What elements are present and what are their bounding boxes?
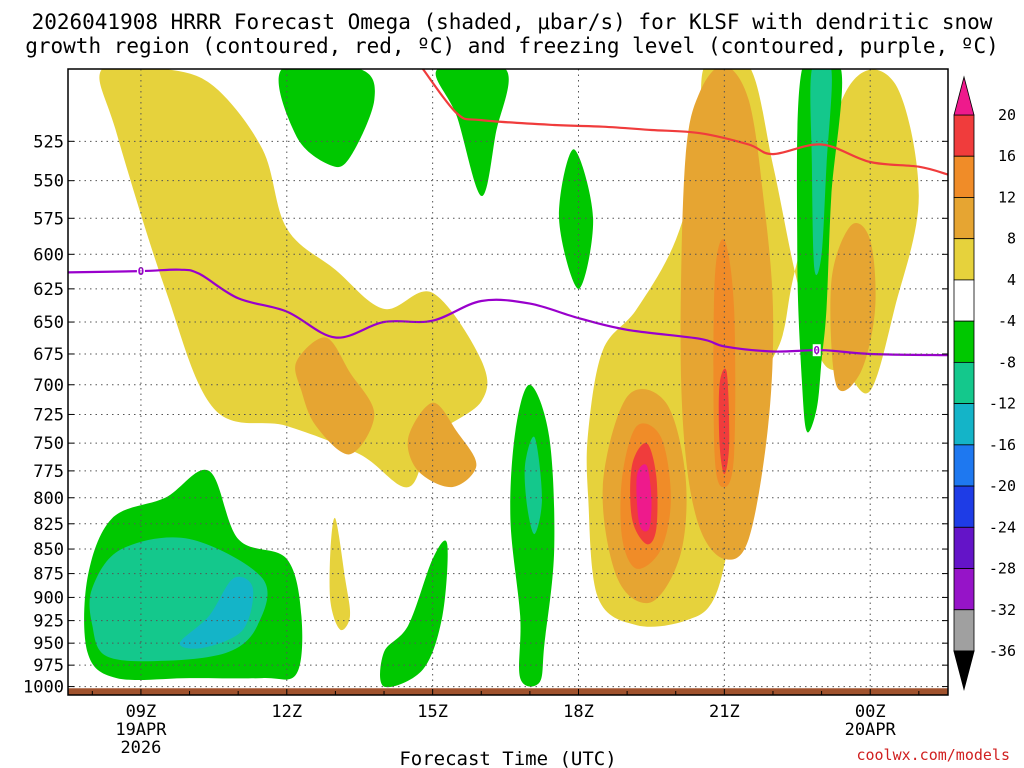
omega-region-pos10-4 <box>407 402 477 488</box>
omega-region-neg6-15 <box>510 384 555 687</box>
colorbar-bin-8 <box>953 444 975 487</box>
colorbar-label-2: 12 <box>998 188 1016 206</box>
colorbar-bin-11 <box>953 568 975 611</box>
omega-region-pos10-3 <box>295 337 375 455</box>
omega-region-pos6-0 <box>99 69 488 488</box>
omega-region-neg10-22 <box>810 69 832 275</box>
omega-region-neg10-21 <box>524 436 542 535</box>
y-tick-label-1000: 1000 <box>23 678 64 698</box>
x-tick-label-0-2: 2026 <box>120 738 161 758</box>
colorbar-bin-1 <box>953 155 975 198</box>
omega-region-pos6-1 <box>329 517 351 631</box>
freezing-level-label-bg-0 <box>136 265 145 278</box>
omega-region-neg6-18 <box>558 149 594 289</box>
omega-region-neg14-23 <box>179 576 254 649</box>
y-tick-label-950: 950 <box>33 634 64 654</box>
colorbar-bin-6 <box>953 361 975 405</box>
colorbar-label-13: -36 <box>989 642 1016 660</box>
y-tick-label-750: 750 <box>33 434 64 454</box>
x-tick-label-0-1: 19APR <box>115 720 167 740</box>
y-tick-label-900: 900 <box>33 588 64 608</box>
colorbar-under-triangle <box>953 650 975 691</box>
colorbar-over-triangle <box>953 75 975 116</box>
x-tick-label-2-0: 15Z <box>417 702 448 722</box>
colorbar-label-9: -20 <box>989 477 1016 495</box>
y-tick-label-725: 725 <box>33 405 64 425</box>
colorbar-bin-3 <box>953 238 975 281</box>
colorbar-label-0: 20 <box>998 106 1016 124</box>
colorbar-label-12: -32 <box>989 601 1016 619</box>
colorbar-bin-7 <box>953 403 975 446</box>
colorbar-label-4: 4 <box>1007 271 1016 289</box>
y-tick-label-525: 525 <box>33 132 64 152</box>
axes: 525 550 575 600 625 650 675 700 725 750 775 800 825 8… <box>23 68 949 758</box>
y-tick-label-975: 975 <box>33 656 64 676</box>
chart-title-line-2: growth region (contoured, red, ºC) and f… <box>25 34 999 58</box>
x-tick-label-0-0: 09Z <box>126 702 157 722</box>
colorbar-label-1: 16 <box>998 147 1016 165</box>
colorbar-label-11: -28 <box>989 560 1016 578</box>
y-tick-label-650: 650 <box>33 313 64 333</box>
colorbar-bin-12 <box>953 609 975 652</box>
omega-region-pos22-12 <box>636 464 652 532</box>
y-tick-label-700: 700 <box>33 376 64 396</box>
chart-title-line-1: 2026041908 HRRR Forecast Omega (shaded, … <box>32 10 993 34</box>
x-tick-label-1-0: 12Z <box>271 702 302 722</box>
y-tick-label-600: 600 <box>33 245 64 265</box>
colorbar-bin-10 <box>953 526 975 569</box>
colorbar-bin-4 <box>953 279 975 322</box>
plot-area: 00 <box>68 69 948 695</box>
terrain-fill <box>68 688 948 695</box>
y-tick-label-850: 850 <box>33 540 64 560</box>
colorbar-label-5: -4 <box>998 312 1016 330</box>
y-tick-label-625: 625 <box>33 280 64 300</box>
y-tick-label-800: 800 <box>33 489 64 509</box>
credit-text: coolwx.com/models <box>856 746 1010 764</box>
y-tick-label-775: 775 <box>33 462 64 482</box>
colorbar-bin-0 <box>953 114 975 157</box>
omega-region-neg6-14 <box>380 540 448 688</box>
colorbar-bin-2 <box>953 197 975 240</box>
y-tick-label-875: 875 <box>33 565 64 585</box>
colorbar-label-8: -16 <box>989 436 1016 454</box>
colorbar-label-3: 8 <box>1007 230 1016 248</box>
colorbar-label-10: -24 <box>989 518 1016 536</box>
y-tick-label-925: 925 <box>33 612 64 632</box>
x-axis-title: Forecast Time (UTC) <box>399 748 616 768</box>
freezing-level-label-1: 0 <box>813 344 820 357</box>
y-tick-label-575: 575 <box>33 209 64 229</box>
dgz-contour-line <box>422 69 948 176</box>
omega-region-pos14-9 <box>713 239 736 488</box>
colorbar-bin-5 <box>953 320 975 363</box>
colorbar-label-6: -8 <box>998 353 1016 371</box>
x-tick-label-3-0: 18Z <box>563 702 594 722</box>
colorbar-label-7: -12 <box>989 395 1016 413</box>
x-tick-label-5-1: 20APR <box>845 720 897 740</box>
freezing-level-label-0: 0 <box>138 265 145 278</box>
omega-region-neg6-16 <box>278 69 375 168</box>
y-tick-label-675: 675 <box>33 345 64 365</box>
colorbar-bin-9 <box>953 485 975 528</box>
freezing-level-line <box>68 268 948 357</box>
x-tick-label-5-0: 00Z <box>855 702 886 722</box>
plot-frame <box>67 68 949 696</box>
freezing-level-label-bg-1 <box>812 344 821 357</box>
colorbar: 20 16 12 8 4 -4 -8 -12 -16 -20 -24 -28 -32 -36 <box>953 75 1016 691</box>
omega-region-neg6-17 <box>435 69 509 196</box>
x-tick-label-4-0: 21Z <box>709 702 740 722</box>
y-tick-label-825: 825 <box>33 515 64 535</box>
y-tick-label-550: 550 <box>33 172 64 192</box>
omega-region-pos10-6 <box>830 222 876 392</box>
